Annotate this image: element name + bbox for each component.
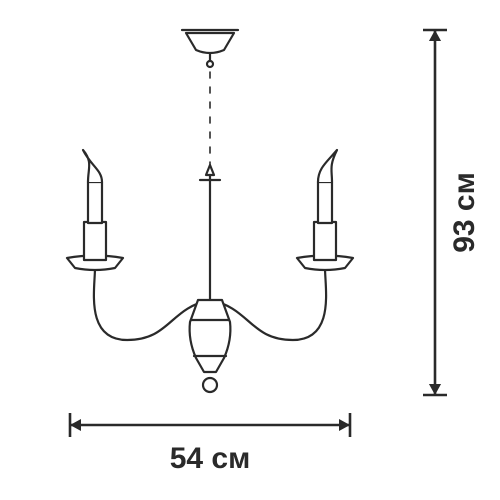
stem-connector (206, 165, 214, 175)
chandelier-dimension-diagram: 54 см 93 см (0, 0, 500, 500)
dimensions (70, 30, 447, 437)
width-label: 54 см (170, 442, 251, 475)
arrowhead-left (70, 419, 81, 431)
height-label: 93 см (448, 172, 481, 253)
canopy (186, 33, 234, 53)
chandelier-drawing (67, 30, 353, 392)
candle-left (88, 182, 102, 223)
socket-left (84, 222, 106, 260)
flame-right (318, 150, 337, 182)
flame-left (83, 150, 102, 182)
socket-right (314, 222, 336, 260)
arrowhead-up (429, 30, 441, 41)
candle-right (318, 182, 332, 223)
finial (203, 378, 217, 392)
arrowhead-down (429, 384, 441, 395)
hub (190, 300, 231, 372)
bead (207, 61, 213, 67)
arrowhead-right (339, 419, 350, 431)
